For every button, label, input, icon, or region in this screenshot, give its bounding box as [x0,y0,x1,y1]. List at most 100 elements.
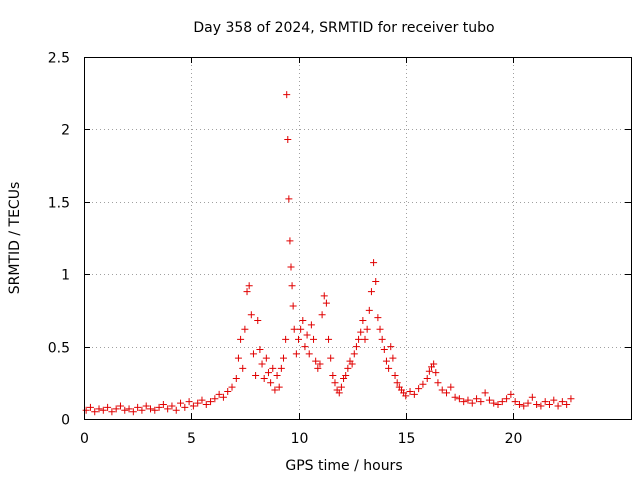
data-point [310,335,318,343]
data-point [290,325,298,333]
data-point [477,398,485,406]
data-point [361,335,369,343]
data-point [447,383,455,391]
y-tick-label: 0.5 [48,341,70,357]
data-point [271,386,279,394]
data-point [168,402,176,410]
data-point [164,405,172,413]
data-point [352,343,360,351]
data-point [91,408,99,416]
data-point [545,401,553,409]
grid-lines [84,57,631,419]
data-point [116,402,124,410]
data-point [254,317,262,325]
data-point [520,402,528,410]
data-point [415,385,423,393]
data-point [481,389,489,397]
data-point [380,345,388,353]
data-point [104,403,112,411]
data-point [342,372,350,380]
data-point [451,393,459,401]
data-point [277,364,285,372]
data-point [485,396,493,404]
data-point [372,277,380,285]
data-point [322,299,330,307]
data-point [524,399,532,407]
data-point [365,306,373,314]
data-point [211,395,219,403]
data-point [239,364,247,372]
data-point [243,288,251,296]
x-axis-label: GPS time / hours [285,458,402,474]
data-point [406,387,414,395]
data-point [207,398,215,406]
data-point [325,335,333,343]
data-point [219,393,227,401]
x-tick-label: 15 [398,431,416,447]
data-point [419,380,427,388]
data-point [289,302,297,310]
y-tick-label: 2.5 [48,51,70,67]
data-point [335,389,343,397]
data-point [507,390,515,398]
data-point [202,401,210,409]
data-point [284,136,292,144]
data-point [134,403,142,411]
data-point [389,354,397,362]
data-point [498,398,506,406]
data-point [350,350,358,358]
data-point [432,369,440,377]
data-point [494,401,502,409]
chart-title: Day 358 of 2024, SRMTID for receiver tub… [193,20,494,36]
y-tick-label: 1 [61,268,70,284]
data-point [434,379,442,387]
data-point [554,402,562,410]
data-point [288,282,296,290]
data-point [194,399,202,407]
data-point [455,395,463,403]
data-point [423,374,431,382]
data-point [528,393,536,401]
data-point [121,406,129,414]
data-point [260,374,268,382]
data-point [295,335,303,343]
x-tick-label: 0 [80,431,89,447]
data-point [138,406,146,414]
data-point [382,357,390,365]
data-point [337,383,345,391]
data-point [550,396,558,404]
data-point [181,403,189,411]
data-point [155,403,163,411]
tick-marks [84,57,631,420]
data-point [410,390,418,398]
data-point [142,402,150,410]
data-point [125,405,133,413]
data-point [402,392,410,400]
data-point [269,364,277,372]
data-point [385,364,393,372]
data-point [374,314,382,322]
data-point [108,408,116,416]
data-point [86,403,94,411]
data-point [314,364,322,372]
y-tick-label: 0 [61,413,70,429]
data-point [541,398,549,406]
data-point [228,383,236,391]
data-point [215,390,223,398]
x-tick-labels: 0 5 10 15 20 [80,431,522,447]
data-point [146,405,154,413]
data-point [287,263,295,271]
data-point [515,401,523,409]
data-point [264,369,272,377]
data-point [490,399,498,407]
data-point [391,372,399,380]
data-point [151,406,159,414]
data-point [303,331,311,339]
data-point [312,357,320,365]
data-point [537,402,545,410]
data-point [460,398,468,406]
data-point [172,406,180,414]
data-point [234,354,242,362]
data-points [82,91,575,416]
y-axis-label: SRMTID / TECUs [7,182,23,295]
